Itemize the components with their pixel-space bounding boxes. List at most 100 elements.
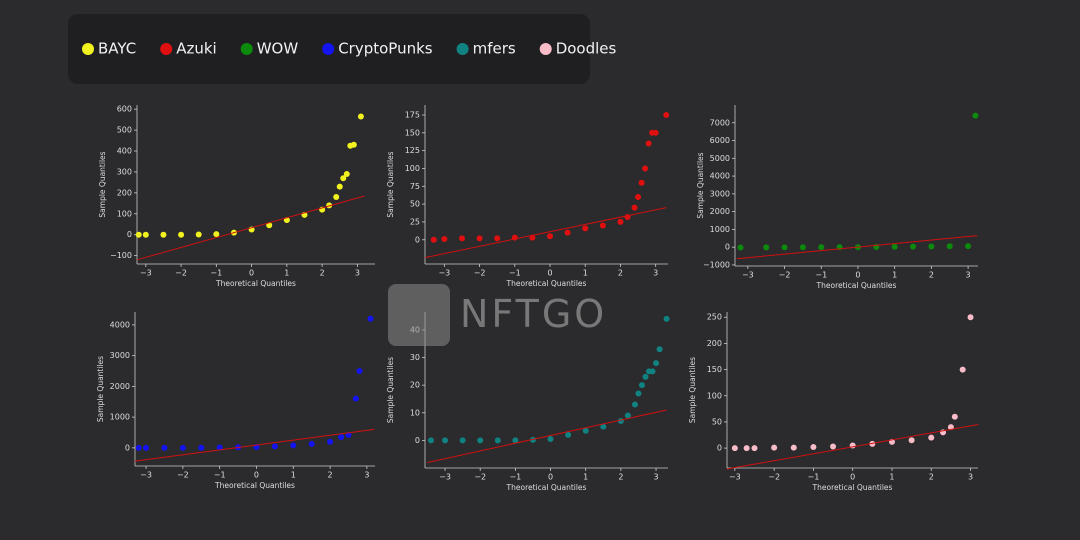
x-tick-label: 2 <box>929 473 934 482</box>
legend-label: Azuki <box>176 40 217 58</box>
y-axis-label: Sample Quantiles <box>688 357 697 423</box>
data-point <box>810 444 817 451</box>
data-point <box>367 315 374 322</box>
y-tick-label: 125 <box>405 146 420 155</box>
data-point <box>357 113 364 120</box>
x-axis-label: Theoretical Quantiles <box>816 281 897 290</box>
x-tick-label: 3 <box>355 269 360 278</box>
data-point <box>959 366 966 373</box>
data-point <box>635 390 642 397</box>
data-point <box>731 445 738 452</box>
data-point <box>818 244 825 251</box>
x-tick-label: 1 <box>583 473 588 482</box>
data-point <box>642 165 649 172</box>
y-tick-label: 5000 <box>710 154 730 163</box>
y-tick-label: 2000 <box>110 382 130 391</box>
x-tick-label: 1 <box>284 269 289 278</box>
data-point <box>967 314 974 321</box>
y-tick-label: 25 <box>410 217 420 226</box>
data-point <box>356 368 363 375</box>
reference-line <box>136 195 365 261</box>
data-point <box>161 444 168 451</box>
data-point <box>617 418 624 425</box>
data-point <box>737 244 744 251</box>
x-tick-label: −1 <box>815 271 827 280</box>
legend-label: Doodles <box>556 40 617 58</box>
data-point <box>327 438 334 445</box>
x-tick-label: −3 <box>140 269 152 278</box>
data-point <box>653 360 660 367</box>
x-tick-label: 0 <box>855 271 860 280</box>
data-point <box>336 183 343 190</box>
x-axis-label: Theoretical Quantiles <box>506 279 587 288</box>
x-tick-label: 0 <box>548 473 553 482</box>
data-point <box>458 235 465 242</box>
legend-marker <box>82 43 94 55</box>
y-axis-label: Sample Quantiles <box>386 151 395 217</box>
data-point <box>213 231 220 238</box>
y-tick-label: 1000 <box>710 225 730 234</box>
x-tick-label: −2 <box>175 269 187 278</box>
data-point <box>494 437 501 444</box>
y-tick-label: 0 <box>415 235 420 244</box>
y-tick-label: 100 <box>707 391 722 400</box>
legend-label: WOW <box>257 40 299 58</box>
legend-marker <box>539 43 552 55</box>
x-tick-label: 0 <box>249 269 254 278</box>
data-point <box>763 244 770 251</box>
x-tick-label: 3 <box>653 473 658 482</box>
data-point <box>476 235 483 242</box>
x-tick-label: −2 <box>474 473 486 482</box>
data-point <box>333 194 340 201</box>
y-tick-label: 500 <box>117 126 132 135</box>
data-point <box>582 225 589 232</box>
x-tick-label: 0 <box>254 471 259 480</box>
qq-plot: −3 −2 −1 0 1 2 3 0 25 50 75 100 125 150 175 Theoretical… <box>386 105 670 288</box>
x-tick-label: 0 <box>547 269 552 278</box>
data-point <box>631 401 638 408</box>
y-tick-label: 100 <box>117 209 132 218</box>
x-tick-label: 1 <box>889 473 894 482</box>
y-tick-label: 30 <box>410 353 420 362</box>
x-tick-label: 3 <box>364 471 369 480</box>
data-point <box>599 222 606 229</box>
data-point <box>135 444 142 451</box>
qq-plot: −3 −2 −1 0 1 2 3 0 1000 2000 3000 4000 Theoretical Q… <box>96 312 375 490</box>
x-tick-label: −3 <box>140 471 152 480</box>
data-point <box>266 222 273 229</box>
data-point <box>910 243 917 250</box>
data-point <box>600 423 607 430</box>
x-tick-label: 2 <box>929 271 934 280</box>
data-point <box>512 437 519 444</box>
data-point <box>642 373 649 380</box>
y-tick-label: −100 <box>110 251 132 260</box>
data-point <box>547 233 554 240</box>
y-tick-label: 0 <box>415 436 420 445</box>
y-tick-label: 50 <box>712 417 722 426</box>
qq-plot: −3 −2 −1 0 1 2 3 −1000 0 1000 2000 3000 4000 5000 6000… <box>696 105 979 290</box>
x-axis-label: Theoretical Quantiles <box>214 481 295 490</box>
y-tick-label: 200 <box>117 188 132 197</box>
data-point <box>635 193 642 200</box>
y-tick-label: 7000 <box>710 118 730 127</box>
data-point <box>564 229 571 236</box>
y-tick-label: 3000 <box>710 189 730 198</box>
y-tick-label: 2000 <box>710 207 730 216</box>
reference-line <box>427 409 667 463</box>
data-point <box>652 129 659 136</box>
data-point <box>459 437 466 444</box>
data-point <box>350 141 357 148</box>
data-point <box>290 442 297 449</box>
data-point <box>656 346 663 353</box>
y-tick-label: 600 <box>117 105 132 114</box>
data-point <box>951 413 958 420</box>
reference-line <box>424 207 667 259</box>
x-tick-label: −3 <box>438 269 450 278</box>
x-tick-label: −3 <box>729 473 741 482</box>
x-tick-label: 3 <box>968 473 973 482</box>
data-point <box>135 231 142 238</box>
y-axis-label: Sample Quantiles <box>98 151 107 217</box>
x-tick-label: 3 <box>653 269 658 278</box>
x-tick-label: −1 <box>509 269 521 278</box>
x-tick-label: −1 <box>808 473 820 482</box>
